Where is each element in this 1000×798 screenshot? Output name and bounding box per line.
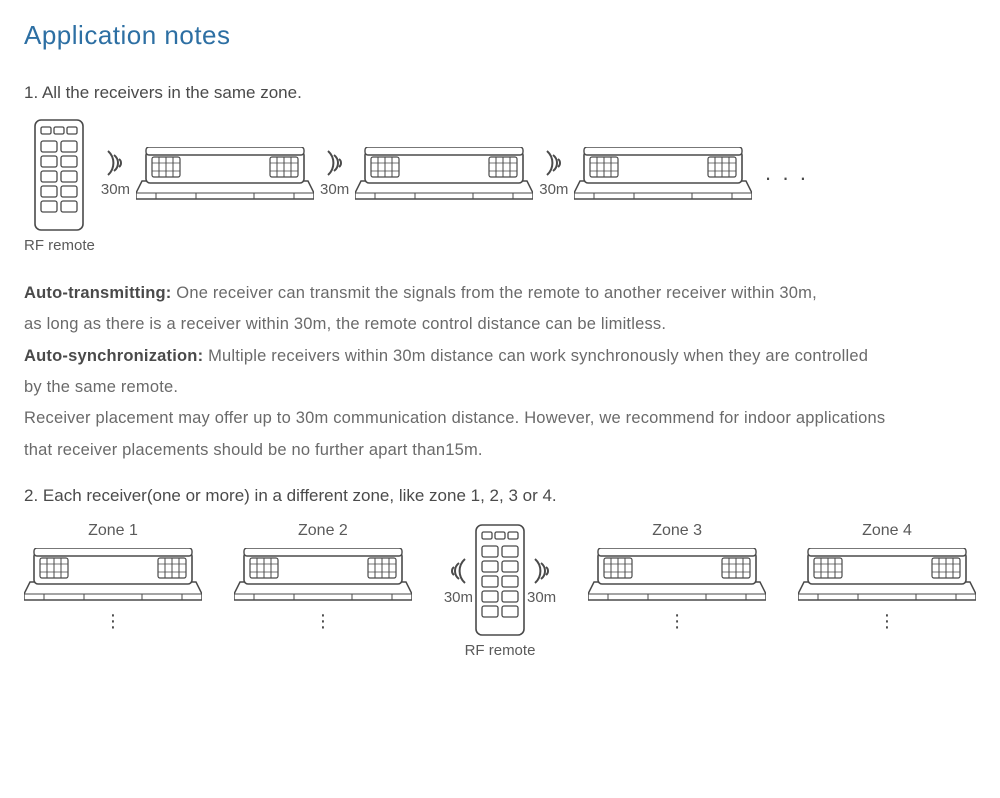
remote-icon bbox=[475, 524, 525, 636]
receiver-icon bbox=[24, 548, 202, 602]
zone-label: Zone 4 bbox=[862, 522, 912, 540]
auto-sync-label: Auto-synchronization: bbox=[24, 347, 203, 365]
remote-label: RF remote bbox=[465, 642, 536, 659]
distance-label: 30m bbox=[101, 181, 130, 198]
distance-label: 30m bbox=[320, 181, 349, 198]
signal-icon bbox=[324, 147, 346, 179]
distance-label: 30m bbox=[527, 589, 556, 606]
diagram-row-2: Zone 1 ··· Zone 2 ··· 30m 30m RF remote … bbox=[24, 522, 976, 659]
auto-transmit-label: Auto-transmitting: bbox=[24, 284, 172, 302]
signal-icon bbox=[543, 147, 565, 179]
text-line: by the same remote. bbox=[24, 378, 178, 396]
text-line: Receiver placement may offer up to 30m c… bbox=[24, 409, 885, 427]
description-paragraph: Auto-transmitting: One receiver can tran… bbox=[24, 278, 976, 466]
text-line: One receiver can transmit the signals fr… bbox=[172, 284, 817, 302]
distance-label: 30m bbox=[539, 181, 568, 198]
text-line: as long as there is a receiver within 30… bbox=[24, 315, 666, 333]
signal-left-icon bbox=[447, 555, 469, 587]
distance-label: 30m bbox=[444, 589, 473, 606]
receiver-icon bbox=[234, 548, 412, 602]
remote-label: RF remote bbox=[24, 237, 95, 254]
zone-label: Zone 1 bbox=[88, 522, 138, 540]
receiver-icon bbox=[798, 548, 976, 602]
receiver-icon bbox=[574, 147, 752, 201]
page-title: Application notes bbox=[24, 20, 976, 51]
zone-label: Zone 3 bbox=[652, 522, 702, 540]
section2-heading: 2. Each receiver(one or more) in a diffe… bbox=[24, 486, 976, 506]
diagram-row-1: RF remote 30m 30m 30m · · · bbox=[24, 119, 976, 254]
text-line: that receiver placements should be no fu… bbox=[24, 441, 483, 459]
remote-icon bbox=[34, 119, 84, 231]
vertical-ellipsis: ··· bbox=[884, 612, 891, 630]
ellipsis: · · · bbox=[764, 165, 808, 191]
zone-label: Zone 2 bbox=[298, 522, 348, 540]
receiver-icon bbox=[588, 548, 766, 602]
section1-heading: 1. All the receivers in the same zone. bbox=[24, 83, 976, 103]
signal-icon bbox=[531, 555, 553, 587]
signal-icon bbox=[104, 147, 126, 179]
receiver-icon bbox=[355, 147, 533, 201]
text-line: Multiple receivers within 30m distance c… bbox=[203, 347, 868, 365]
receiver-icon bbox=[136, 147, 314, 201]
vertical-ellipsis: ··· bbox=[674, 612, 681, 630]
vertical-ellipsis: ··· bbox=[320, 612, 327, 630]
vertical-ellipsis: ··· bbox=[110, 612, 117, 630]
